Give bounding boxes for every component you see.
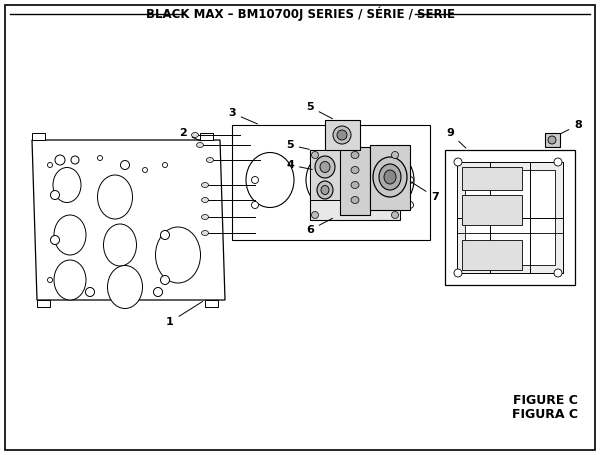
Ellipse shape <box>351 152 359 158</box>
Ellipse shape <box>251 177 259 183</box>
Ellipse shape <box>161 275 170 284</box>
Ellipse shape <box>202 214 209 219</box>
Ellipse shape <box>47 162 53 167</box>
Ellipse shape <box>373 157 407 197</box>
Ellipse shape <box>311 212 319 218</box>
Ellipse shape <box>392 152 398 158</box>
Ellipse shape <box>202 182 209 187</box>
Polygon shape <box>32 133 45 140</box>
Ellipse shape <box>86 288 95 297</box>
Ellipse shape <box>71 186 79 194</box>
Text: 5: 5 <box>306 102 332 119</box>
Ellipse shape <box>107 266 143 308</box>
Polygon shape <box>310 150 400 220</box>
Ellipse shape <box>384 170 396 184</box>
Polygon shape <box>465 170 555 265</box>
Ellipse shape <box>366 152 414 207</box>
Ellipse shape <box>50 191 59 199</box>
Polygon shape <box>545 133 560 147</box>
Text: 2: 2 <box>179 128 200 141</box>
Polygon shape <box>462 195 522 225</box>
Polygon shape <box>445 150 575 285</box>
Ellipse shape <box>548 136 556 144</box>
Ellipse shape <box>206 157 214 162</box>
Ellipse shape <box>54 260 86 300</box>
Ellipse shape <box>154 288 163 297</box>
Ellipse shape <box>47 278 53 283</box>
Ellipse shape <box>54 215 86 255</box>
Ellipse shape <box>407 177 413 183</box>
Ellipse shape <box>392 212 398 218</box>
Polygon shape <box>310 150 340 200</box>
Ellipse shape <box>315 156 335 178</box>
Ellipse shape <box>197 142 203 147</box>
Polygon shape <box>340 147 370 215</box>
Polygon shape <box>462 167 522 190</box>
Ellipse shape <box>321 186 329 194</box>
Ellipse shape <box>97 175 133 219</box>
Ellipse shape <box>191 132 199 137</box>
Polygon shape <box>232 125 430 240</box>
Ellipse shape <box>143 167 148 172</box>
Ellipse shape <box>351 197 359 203</box>
Ellipse shape <box>202 197 209 202</box>
Ellipse shape <box>351 167 359 173</box>
Ellipse shape <box>55 155 65 165</box>
Text: 8: 8 <box>560 120 582 134</box>
Ellipse shape <box>454 269 462 277</box>
Polygon shape <box>462 240 522 270</box>
Ellipse shape <box>337 130 347 140</box>
Ellipse shape <box>161 231 170 239</box>
Ellipse shape <box>333 126 351 144</box>
Ellipse shape <box>407 202 413 208</box>
Ellipse shape <box>71 156 79 164</box>
Ellipse shape <box>121 161 130 170</box>
Ellipse shape <box>320 162 330 172</box>
Ellipse shape <box>311 152 319 158</box>
Text: 9: 9 <box>446 128 466 148</box>
Ellipse shape <box>251 202 259 208</box>
Ellipse shape <box>454 158 462 166</box>
Ellipse shape <box>317 181 333 199</box>
Ellipse shape <box>246 152 294 207</box>
Ellipse shape <box>50 236 59 244</box>
Polygon shape <box>205 300 218 307</box>
Text: FIGURA C: FIGURA C <box>512 409 578 421</box>
Text: FIGURE C: FIGURE C <box>513 394 578 406</box>
Ellipse shape <box>97 156 103 161</box>
Ellipse shape <box>163 162 167 167</box>
Ellipse shape <box>53 167 81 202</box>
Ellipse shape <box>155 227 200 283</box>
Text: BLACK MAX – BM10700J SERIES / SÉRIE / SERIE: BLACK MAX – BM10700J SERIES / SÉRIE / SE… <box>146 7 455 21</box>
Polygon shape <box>37 300 50 307</box>
Polygon shape <box>370 145 410 210</box>
Ellipse shape <box>554 158 562 166</box>
Text: 7: 7 <box>410 182 439 202</box>
Text: 5: 5 <box>286 140 309 150</box>
Polygon shape <box>200 133 213 140</box>
Ellipse shape <box>351 182 359 188</box>
Polygon shape <box>325 120 360 150</box>
Ellipse shape <box>554 269 562 277</box>
Polygon shape <box>32 140 225 300</box>
Ellipse shape <box>202 231 209 236</box>
Polygon shape <box>457 162 563 273</box>
Text: 3: 3 <box>228 108 257 124</box>
Ellipse shape <box>104 224 137 266</box>
Ellipse shape <box>379 164 401 190</box>
Text: 4: 4 <box>286 160 312 170</box>
Ellipse shape <box>306 152 354 207</box>
Ellipse shape <box>56 186 64 194</box>
Text: 1: 1 <box>166 302 203 327</box>
Text: 6: 6 <box>306 218 332 235</box>
